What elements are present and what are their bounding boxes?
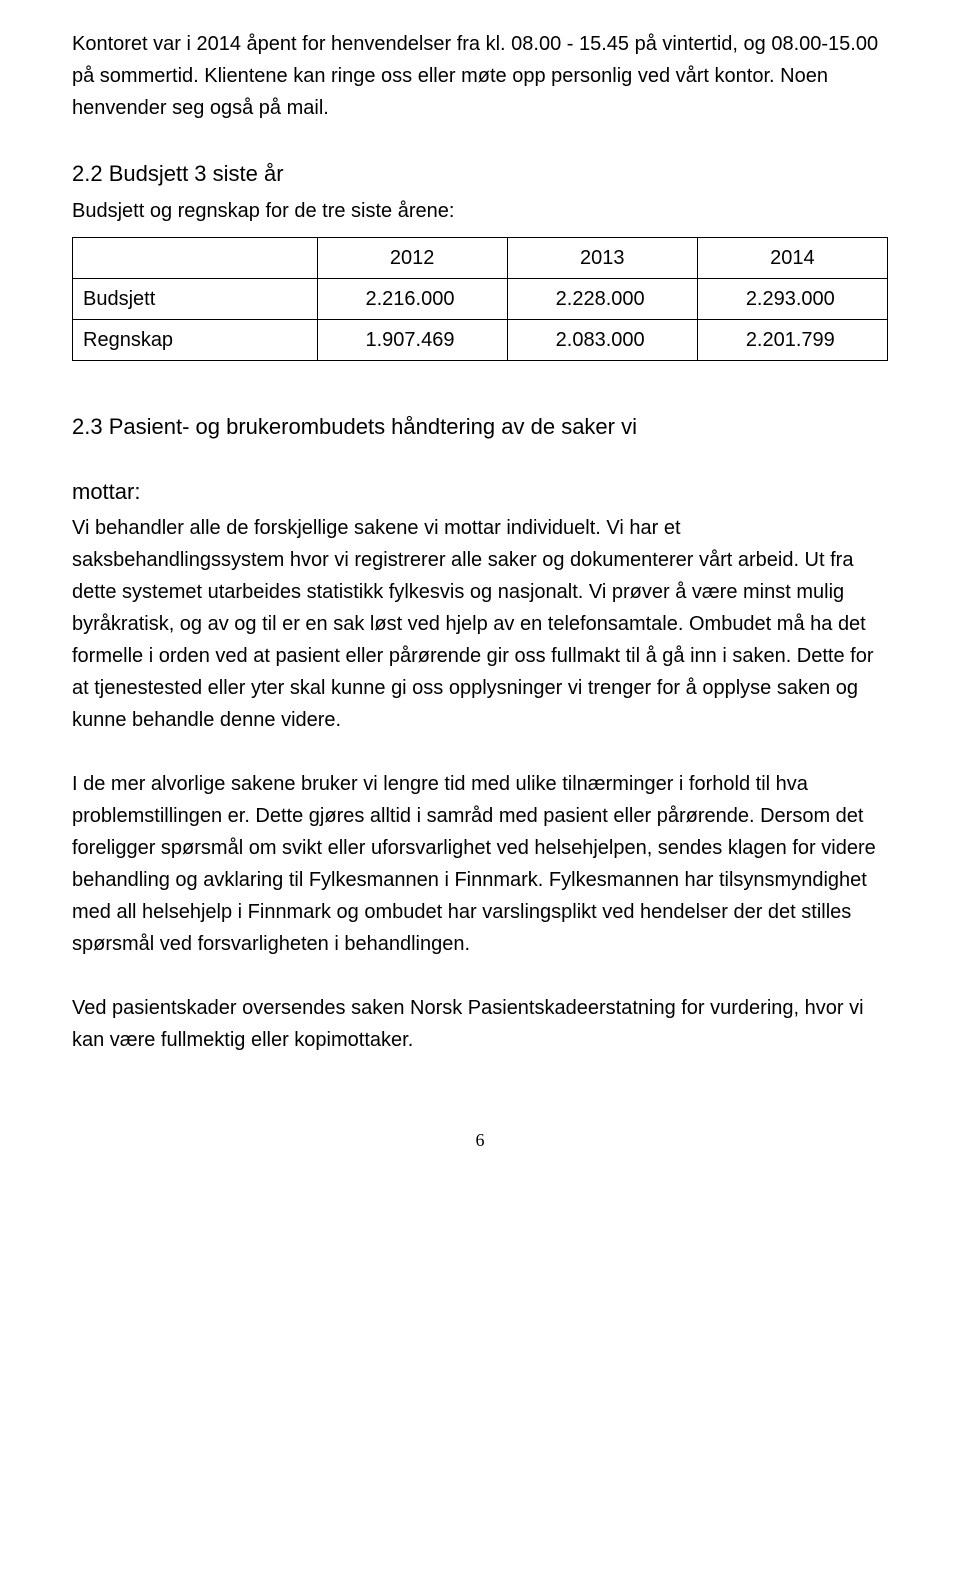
section-2-2-heading: 2.2 Budsjett 3 siste år: [72, 156, 888, 191]
budget-table: 2012 2013 2014 Budsjett 2.216.000 2.228.…: [72, 237, 888, 361]
table-header-row: 2012 2013 2014: [73, 238, 888, 279]
section-2-3-heading-line2: mottar:: [72, 474, 888, 509]
table-row: Regnskap 1.907.469 2.083.000 2.201.799: [73, 320, 888, 361]
section-2-3-p1: Vi behandler alle de forskjellige sakene…: [72, 512, 888, 736]
cell-regnskap-2013: 2.083.000: [507, 320, 697, 361]
section-2-3-p3: Ved pasientskader oversendes saken Norsk…: [72, 992, 888, 1056]
row-label-budsjett: Budsjett: [73, 279, 318, 320]
page-number: 6: [72, 1126, 888, 1155]
table-header-2012: 2012: [317, 238, 507, 279]
cell-regnskap-2012: 1.907.469: [317, 320, 507, 361]
section-2-3-heading-line1: 2.3 Pasient- og brukerombudets håndterin…: [72, 409, 888, 444]
section-2-2-subheading: Budsjett og regnskap for de tre siste år…: [72, 195, 888, 227]
table-header-2014: 2014: [697, 238, 887, 279]
cell-budsjett-2013: 2.228.000: [507, 279, 697, 320]
row-label-regnskap: Regnskap: [73, 320, 318, 361]
intro-paragraph: Kontoret var i 2014 åpent for henvendels…: [72, 28, 888, 124]
cell-regnskap-2014: 2.201.799: [697, 320, 887, 361]
section-2-3-p2: I de mer alvorlige sakene bruker vi leng…: [72, 768, 888, 960]
cell-budsjett-2012: 2.216.000: [317, 279, 507, 320]
table-header-empty: [73, 238, 318, 279]
table-row: Budsjett 2.216.000 2.228.000 2.293.000: [73, 279, 888, 320]
cell-budsjett-2014: 2.293.000: [697, 279, 887, 320]
table-header-2013: 2013: [507, 238, 697, 279]
